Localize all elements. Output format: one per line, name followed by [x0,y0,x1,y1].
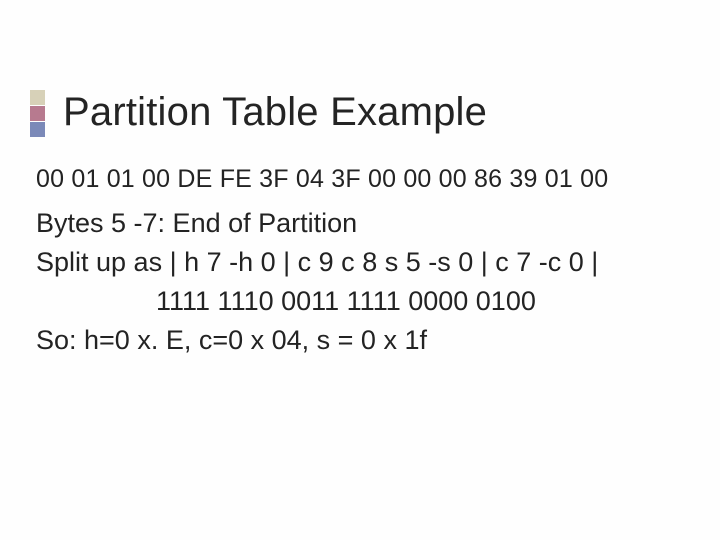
bullet-square-icon [30,122,45,137]
bullet-square-icon [30,106,45,121]
slide: Partition Table Example 00 01 01 00 DE F… [0,0,720,540]
body-line-3-binary: 1111 1110 0011 1111 0000 0100 [36,282,684,321]
body-line-2: Split up as | h 7 -h 0 | c 9 c 8 s 5 -s … [36,243,684,282]
hex-bytes-line: 00 01 01 00 DE FE 3F 04 3F 00 00 00 86 3… [36,165,684,194]
bullet-square-icon [30,90,45,105]
slide-body: 00 01 01 00 DE FE 3F 04 3F 00 00 00 86 3… [36,165,684,361]
title-bullet-block [30,90,45,138]
slide-title: Partition Table Example [63,90,487,135]
body-line-4: So: h=0 x. E, c=0 x 04, s = 0 x 1f [36,321,684,360]
title-row: Partition Table Example [30,86,487,138]
body-line-1: Bytes 5 -7: End of Partition [36,204,684,243]
